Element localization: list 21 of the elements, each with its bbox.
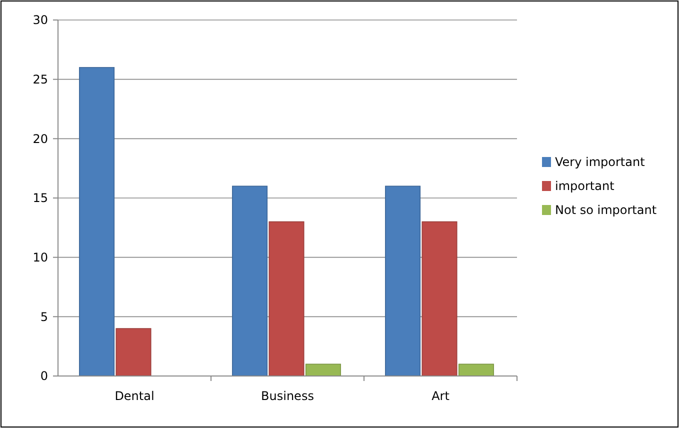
x-tick-label: Dental [114,389,154,403]
y-tick-label: 30 [32,13,48,28]
bar [305,364,341,376]
bar [268,221,304,376]
bar [385,186,421,376]
y-tick-label: 5 [40,310,48,324]
y-tick-label: 20 [32,132,48,146]
legend-label: Not so important [555,203,657,218]
bar [458,364,494,376]
y-tick-label: 10 [32,250,48,265]
legend-label: Very important [555,155,646,170]
x-tick-label: Art [432,389,450,403]
y-tick-label: 15 [32,191,48,206]
bar [422,221,458,376]
x-tick-label: Business [261,389,314,403]
bar [116,328,152,376]
y-tick-label: 25 [32,72,48,87]
bar [232,186,268,376]
bar [79,67,115,376]
legend-label: important [555,179,615,194]
y-tick-label: 0 [40,369,48,384]
